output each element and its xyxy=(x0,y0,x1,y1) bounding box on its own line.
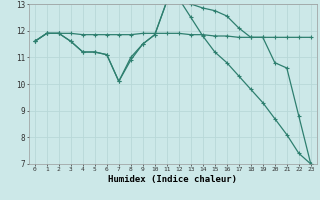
X-axis label: Humidex (Indice chaleur): Humidex (Indice chaleur) xyxy=(108,175,237,184)
